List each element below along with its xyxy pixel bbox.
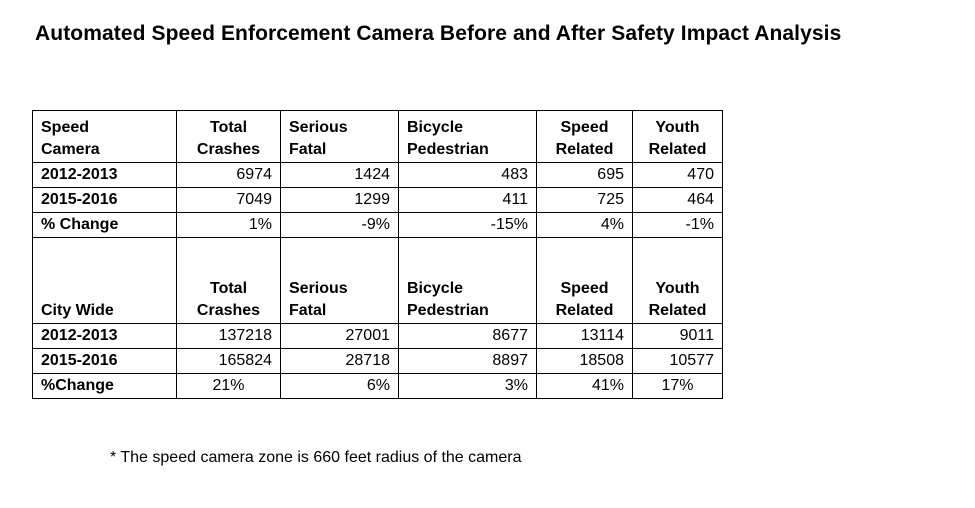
- header-line: Pedestrian: [407, 302, 489, 319]
- header-line: Crashes: [196, 141, 261, 158]
- header-line: Fatal: [289, 302, 327, 319]
- data-table: Speed Camera Total Crashes Serious Fatal Bicyc…: [32, 110, 723, 399]
- row-label: 2015-2016: [32, 348, 177, 374]
- table-row: 2012-2013 6974 1424 483 695 470: [32, 162, 723, 188]
- footnote: * The speed camera zone is 660 feet radi…: [110, 449, 522, 466]
- table-cell: 41%: [536, 373, 633, 399]
- header-line: Total: [209, 119, 248, 136]
- header-line: Speed: [560, 280, 609, 297]
- table-cell: 1424: [280, 162, 399, 188]
- table-cell: 13114: [536, 323, 633, 349]
- row-label: 2012-2013: [32, 162, 177, 188]
- column-header: Total Crashes: [176, 237, 281, 324]
- table-cell: 17%: [632, 373, 723, 399]
- table-row: % Change 1% -9% -15% 4% -1%: [32, 212, 723, 238]
- header-line: [41, 278, 168, 300]
- table-cell: 28718: [280, 348, 399, 374]
- column-header: Bicycle Pedestrian: [398, 110, 537, 163]
- row-label: 2015-2016: [32, 187, 177, 213]
- column-header: Serious Fatal: [280, 110, 399, 163]
- table-row: %Change 21% 6% 3% 41% 17%: [32, 373, 723, 399]
- table-cell: 137218: [176, 323, 281, 349]
- header-line: City Wide: [41, 302, 114, 319]
- table-cell: 483: [398, 162, 537, 188]
- table-cell: 695: [536, 162, 633, 188]
- table-cell: 8897: [398, 348, 537, 374]
- table-cell: 6974: [176, 162, 281, 188]
- column-header: Youth Related: [632, 237, 723, 324]
- table-cell: 21%: [176, 373, 281, 399]
- column-header: Speed Camera: [32, 110, 177, 163]
- header-line: Fatal: [289, 141, 327, 158]
- chart-title: Automated Speed Enforcement Camera Befor…: [35, 22, 842, 45]
- header-line: Bicycle: [407, 280, 464, 297]
- header-line: Speed: [560, 119, 609, 136]
- table-cell: -9%: [280, 212, 399, 238]
- table-cell: -15%: [398, 212, 537, 238]
- table-cell: 411: [398, 187, 537, 213]
- table-cell: 165824: [176, 348, 281, 374]
- header-line: Bicycle: [407, 119, 464, 136]
- table-row: 2015-2016 165824 28718 8897 18508 10577: [32, 348, 723, 374]
- header-line: Serious: [289, 119, 348, 136]
- table-cell: 3%: [398, 373, 537, 399]
- header-line: Related: [648, 141, 707, 158]
- table-cell: 725: [536, 187, 633, 213]
- table-cell: 10577: [632, 348, 723, 374]
- table-row: 2012-2013 137218 27001 8677 13114 9011: [32, 323, 723, 349]
- table-cell: -1%: [632, 212, 723, 238]
- header-line: Camera: [41, 141, 100, 158]
- header-row: City Wide Total Crashes Serious Fatal Bicycle…: [32, 237, 723, 324]
- column-header: City Wide: [32, 237, 177, 324]
- table-cell: 6%: [280, 373, 399, 399]
- header-row: Speed Camera Total Crashes Serious Fatal Bicyc…: [32, 110, 723, 163]
- header-line: Pedestrian: [407, 141, 489, 158]
- table-cell: 1299: [280, 187, 399, 213]
- row-label: 2012-2013: [32, 323, 177, 349]
- row-label: % Change: [32, 212, 177, 238]
- header-line: Related: [648, 302, 707, 319]
- header-line: Total: [209, 280, 248, 297]
- column-header: Speed Related: [536, 237, 633, 324]
- column-header: Serious Fatal: [280, 237, 399, 324]
- table-cell: 18508: [536, 348, 633, 374]
- row-label: %Change: [32, 373, 177, 399]
- table-cell: 464: [632, 187, 723, 213]
- header-line: Youth: [655, 280, 700, 297]
- table-cell: 4%: [536, 212, 633, 238]
- header-line: Serious: [289, 280, 348, 297]
- table-cell: 9011: [632, 323, 723, 349]
- header-line: Related: [555, 302, 614, 319]
- table-cell: 7049: [176, 187, 281, 213]
- header-line: Related: [555, 141, 614, 158]
- header-line: Youth: [655, 119, 700, 136]
- table-cell: 1%: [176, 212, 281, 238]
- table-cell: 27001: [280, 323, 399, 349]
- table-cell: 470: [632, 162, 723, 188]
- column-header: Youth Related: [632, 110, 723, 163]
- table-cell: 8677: [398, 323, 537, 349]
- column-header: Total Crashes: [176, 110, 281, 163]
- header-line: Crashes: [196, 302, 261, 319]
- header-line: Speed: [41, 119, 90, 136]
- column-header: Bicycle Pedestrian: [398, 237, 537, 324]
- column-header: Speed Related: [536, 110, 633, 163]
- table-row: 2015-2016 7049 1299 411 725 464: [32, 187, 723, 213]
